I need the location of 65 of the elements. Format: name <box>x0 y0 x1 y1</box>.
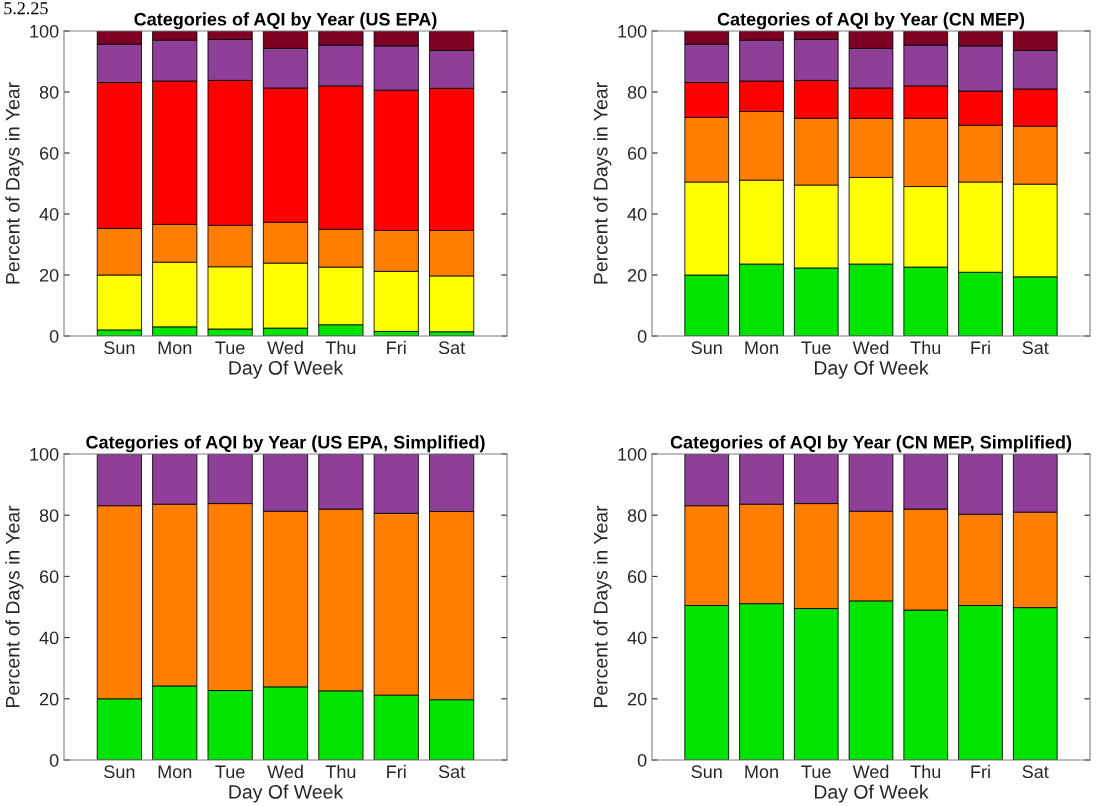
x-tick-label: Tue <box>215 341 245 355</box>
y-axis-title: Percent of Days in Year <box>593 82 612 284</box>
x-tick-label: Wed <box>267 340 303 355</box>
x-tick-label: Mon <box>158 341 192 355</box>
y-tick-label: 100 <box>30 447 59 461</box>
chart-title: Categories of AQI by Year (US EPA, Simplified) <box>86 435 485 453</box>
x-axis-title: Day Of Week <box>814 360 929 379</box>
x-tick-label: Mon <box>158 765 192 779</box>
x-tick-label: Wed <box>267 764 303 779</box>
chart-title: Categories of AQI by Year (CN MEP, Simplified) <box>670 435 1072 453</box>
y-axis-title: Percent of Days in Year <box>593 505 612 708</box>
x-tick-label: Thu <box>325 340 356 355</box>
y-tick-label: 80 <box>39 85 59 99</box>
y-tick-label: 60 <box>627 570 647 584</box>
y-axis-title: Percent of Days in Year <box>5 505 24 708</box>
y-tick-label: 20 <box>39 692 59 706</box>
x-tick-label: Sat <box>438 341 466 355</box>
x-tick-label: Thu <box>325 764 356 779</box>
text: 5.2.25 <box>4 2 48 15</box>
x-tick-label: Tue <box>801 765 831 779</box>
y-tick-label: 0 <box>637 753 647 767</box>
x-tick-label: Wed <box>852 340 889 355</box>
x-tick-label: Fri <box>971 764 990 778</box>
x-tick-label: Sun <box>691 765 722 779</box>
y-tick-label: 40 <box>627 207 647 221</box>
y-tick-label: 100 <box>618 447 647 461</box>
x-tick-label: Tue <box>801 341 831 355</box>
y-tick-label: 20 <box>39 268 59 282</box>
x-tick-label: Sat <box>1022 765 1049 779</box>
y-tick-label: 60 <box>39 570 59 584</box>
chart-title: Categories of AQI by Year (CN MEP) <box>717 12 1025 30</box>
x-axis-title: Day Of Week <box>814 784 929 803</box>
x-tick-label: Sun <box>104 765 135 779</box>
x-tick-label: Fri <box>387 764 406 778</box>
x-tick-label: Mon <box>745 765 778 779</box>
chart-title: Categories of AQI by Year (US EPA) <box>134 12 437 30</box>
y-tick-label: 40 <box>39 207 59 221</box>
x-tick-label: Thu <box>910 764 941 779</box>
x-axis-title: Day Of Week <box>229 360 344 379</box>
x-tick-label: Sat <box>1022 341 1049 355</box>
y-tick-label: 80 <box>39 509 59 522</box>
y-axis-title: Percent of Days in Year <box>5 82 24 284</box>
x-tick-label: Tue <box>215 765 245 779</box>
y-tick-label: 60 <box>627 146 647 160</box>
y-tick-label: 0 <box>49 329 59 343</box>
y-tick-label: 0 <box>637 329 647 343</box>
x-tick-label: Mon <box>745 341 778 355</box>
y-tick-label: 20 <box>627 692 647 706</box>
y-tick-label: 40 <box>39 631 59 645</box>
x-tick-label: Sun <box>104 341 135 355</box>
x-tick-label: Wed <box>852 764 889 779</box>
x-tick-label: Fri <box>387 340 406 354</box>
y-tick-label: 0 <box>49 753 59 767</box>
y-tick-label: 20 <box>627 268 647 282</box>
x-tick-label: Sat <box>438 765 466 779</box>
y-tick-label: 100 <box>618 24 647 38</box>
x-tick-label: Sun <box>691 341 722 355</box>
y-tick-label: 40 <box>627 631 647 645</box>
y-tick-label: 80 <box>627 509 647 522</box>
x-tick-label: Thu <box>910 340 941 355</box>
y-tick-label: 60 <box>39 146 59 160</box>
x-tick-label: Fri <box>971 340 990 354</box>
x-axis-title: Day Of Week <box>229 784 344 803</box>
y-tick-label: 80 <box>627 85 647 99</box>
y-tick-label: 100 <box>30 24 59 38</box>
